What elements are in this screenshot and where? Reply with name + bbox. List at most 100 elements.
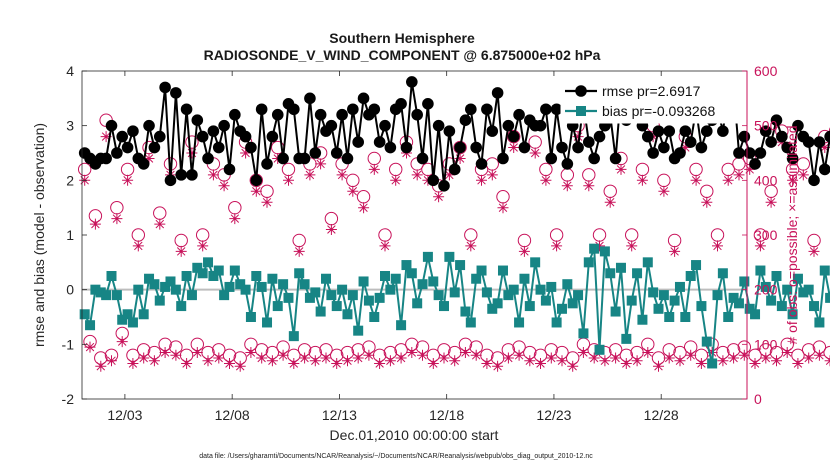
assimilated-obs-point bbox=[352, 352, 364, 364]
rmse-point bbox=[395, 98, 407, 110]
bias-point bbox=[165, 276, 176, 287]
rmse-point bbox=[379, 119, 391, 132]
x-tick-label: 12/03 bbox=[107, 407, 142, 423]
bias-point bbox=[363, 295, 374, 306]
assimilated-obs-point bbox=[518, 245, 530, 257]
bias-point bbox=[79, 309, 90, 320]
assimilated-obs-point bbox=[197, 240, 209, 252]
assimilated-obs-point bbox=[529, 147, 541, 159]
assimilated-obs-point bbox=[685, 349, 697, 361]
assimilated-obs-point bbox=[395, 352, 407, 364]
rmse-point bbox=[314, 108, 327, 121]
assimilated-obs-point bbox=[417, 349, 428, 361]
bias-point bbox=[455, 260, 466, 271]
assimilated-obs-point bbox=[347, 185, 359, 197]
bias-point bbox=[85, 320, 96, 331]
bias-point bbox=[315, 306, 326, 317]
rmse-point bbox=[304, 92, 316, 105]
bias-point bbox=[476, 265, 487, 276]
rmse-point bbox=[513, 108, 525, 121]
bias-point bbox=[331, 301, 342, 312]
assimilated-obs-point bbox=[234, 360, 246, 372]
assimilated-obs-point bbox=[443, 169, 455, 181]
assimilated-obs-point bbox=[427, 358, 439, 369]
rmse-point bbox=[368, 103, 381, 116]
assimilated-obs-point bbox=[320, 352, 332, 364]
assimilated-obs-point bbox=[674, 355, 686, 367]
assimilated-obs-point bbox=[224, 358, 235, 369]
assimilated-obs-point bbox=[513, 349, 525, 361]
rmse-point bbox=[754, 147, 767, 159]
possible-obs-point bbox=[807, 233, 821, 248]
bias-point bbox=[374, 292, 385, 303]
bias-point bbox=[111, 290, 122, 301]
x-tick-label: 12/23 bbox=[536, 407, 571, 423]
assimilated-obs-point bbox=[336, 169, 348, 181]
rmse-point bbox=[416, 152, 429, 165]
rmse-point bbox=[818, 163, 830, 176]
assimilated-obs-point bbox=[122, 174, 134, 186]
y-left-tick-label: -2 bbox=[62, 391, 75, 407]
rmse-line bbox=[83, 81, 830, 186]
bias-point bbox=[337, 284, 348, 295]
assimilated-obs-point bbox=[390, 174, 402, 186]
bias-point bbox=[283, 292, 294, 303]
bias-point bbox=[240, 284, 251, 295]
rmse-point bbox=[384, 141, 397, 154]
assimilated-obs-point bbox=[331, 358, 343, 369]
bias-point bbox=[401, 260, 412, 271]
bias-point bbox=[701, 336, 712, 347]
chart-subtitle: RADIOSONDE_V_WIND_COMPONENT @ 6.875000e+… bbox=[204, 47, 601, 63]
bias-point bbox=[433, 290, 444, 301]
bias-point bbox=[487, 303, 498, 314]
assimilated-obs-point bbox=[433, 191, 445, 203]
bias-point bbox=[707, 358, 718, 369]
assimilated-obs-point bbox=[615, 163, 627, 175]
rmse-point bbox=[212, 141, 225, 154]
assimilated-obs-point bbox=[250, 185, 262, 197]
rmse-point bbox=[475, 158, 488, 170]
bias-point bbox=[556, 303, 567, 314]
x-tick-label: 12/08 bbox=[215, 407, 250, 423]
bias-point bbox=[186, 290, 197, 301]
y-axis-left-label: rmse and bias (model - observation) bbox=[31, 123, 47, 347]
assimilated-obs-point bbox=[679, 142, 691, 153]
bias-point bbox=[106, 271, 117, 281]
assimilated-obs-point bbox=[540, 174, 552, 186]
assimilated-obs-point bbox=[127, 358, 139, 369]
bias-point bbox=[326, 290, 337, 301]
bias-point bbox=[176, 301, 187, 312]
bias-point bbox=[310, 287, 321, 298]
bias-point bbox=[422, 251, 433, 262]
bias-point bbox=[723, 312, 734, 322]
rmse-point bbox=[540, 103, 552, 116]
assimilated-obs-point bbox=[325, 224, 337, 235]
rmse-point bbox=[652, 125, 665, 137]
bias-point bbox=[406, 268, 417, 279]
y-axis-right-label: # of obs: o=possible; ×=assimilated bbox=[784, 125, 800, 344]
assimilated-obs-point bbox=[379, 240, 391, 252]
bias-point bbox=[782, 284, 793, 295]
bias-point bbox=[353, 325, 364, 336]
bias-point bbox=[680, 312, 691, 322]
bias-point bbox=[524, 301, 535, 312]
bias-point bbox=[492, 298, 503, 309]
bias-point bbox=[514, 317, 525, 328]
rmse-point bbox=[443, 125, 456, 137]
bias-point bbox=[208, 271, 219, 281]
assimilated-obs-point bbox=[669, 245, 681, 257]
bias-point bbox=[809, 301, 820, 312]
assimilated-obs-point bbox=[610, 352, 622, 364]
rmse-point bbox=[341, 152, 354, 165]
bias-point bbox=[262, 317, 273, 328]
assimilated-obs-point bbox=[459, 347, 471, 358]
bias-point bbox=[235, 279, 246, 290]
bias-point bbox=[267, 273, 278, 284]
bias-point bbox=[819, 265, 830, 276]
bias-point bbox=[519, 273, 530, 284]
y-left-tick-label: -1 bbox=[62, 336, 75, 352]
assimilated-obs-point bbox=[100, 131, 112, 143]
assimilated-obs-point bbox=[89, 218, 101, 230]
rmse-point bbox=[776, 130, 788, 143]
assimilated-obs-point bbox=[738, 349, 750, 361]
